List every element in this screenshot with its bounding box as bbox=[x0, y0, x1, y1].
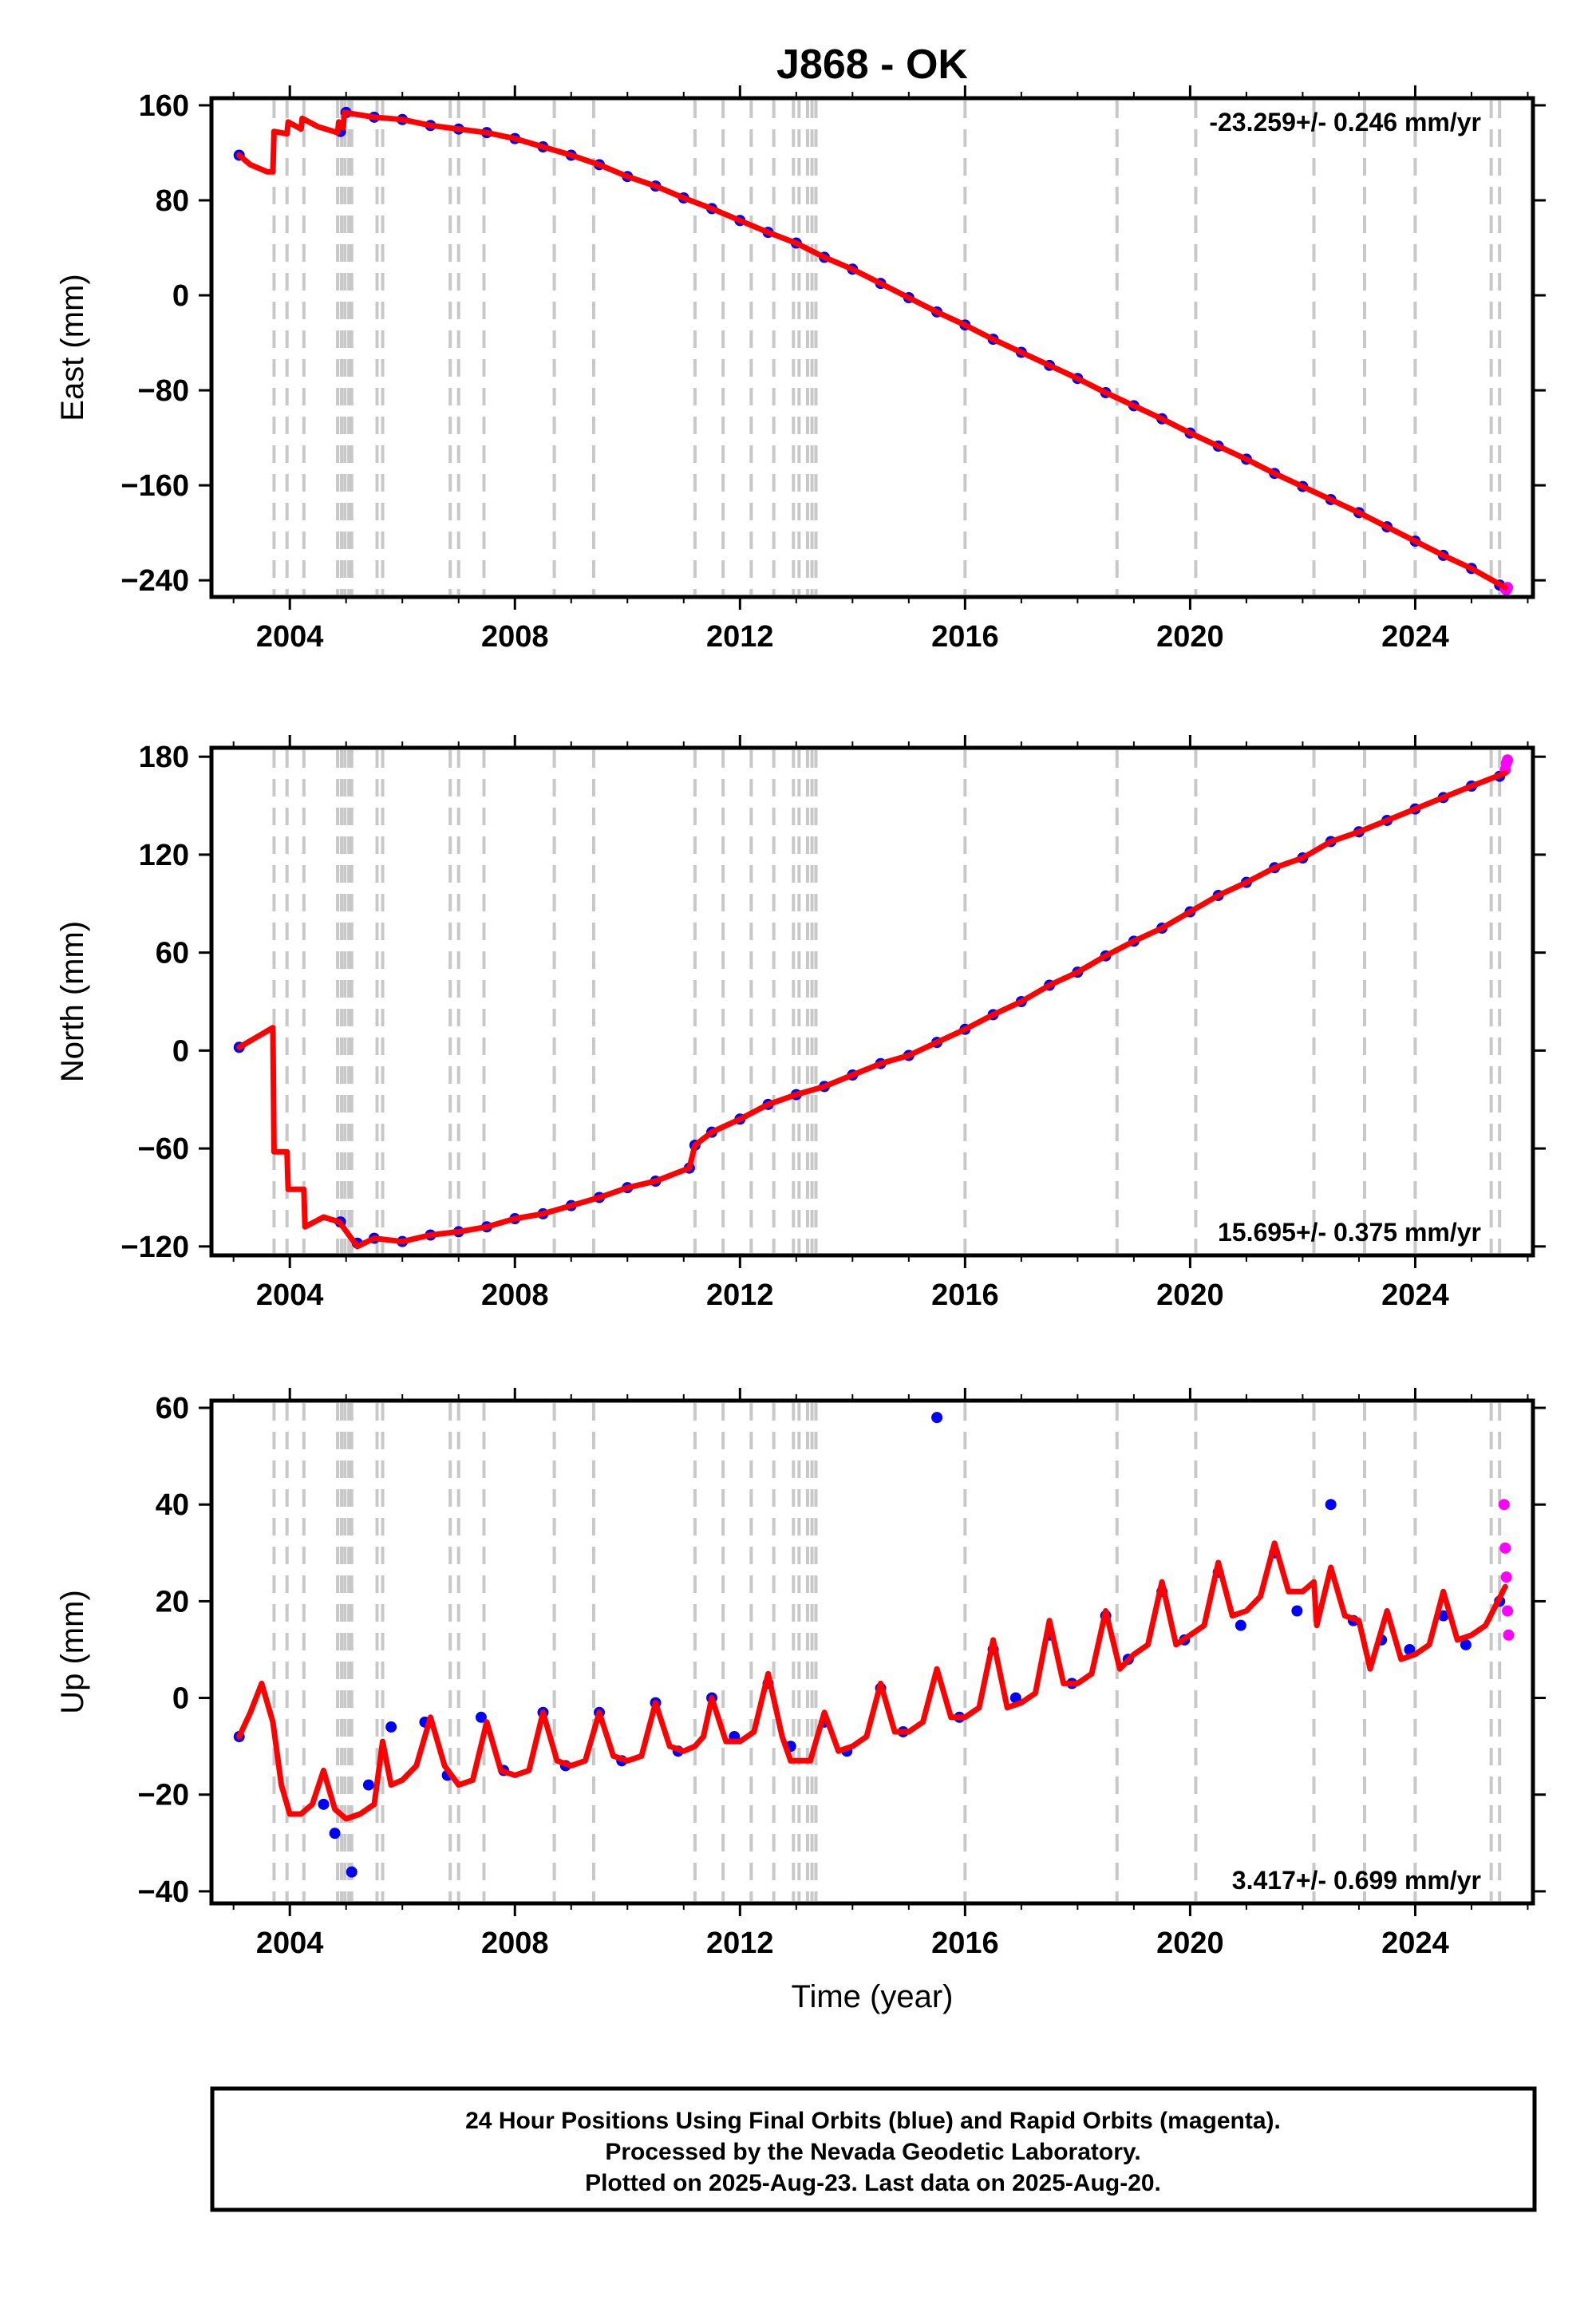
east-xtick-label-5: 2024 bbox=[1381, 620, 1449, 654]
north-xtick-label-4: 2020 bbox=[1156, 1279, 1224, 1312]
up-ytick-label-1: 40 bbox=[156, 1488, 189, 1522]
east-ytick-label-5: −240 bbox=[120, 564, 189, 598]
up-final-point-2 bbox=[329, 1828, 341, 1840]
east-panel: 2004 2008 2012 2016 2020 2024 160 80 0 −80 −160 −24… bbox=[55, 85, 1546, 654]
up-xtick-label-3: 2016 bbox=[931, 1927, 999, 1960]
up-rapid-point-0 bbox=[1498, 1499, 1510, 1511]
up-final-point-43 bbox=[1460, 1638, 1472, 1650]
up-model-line bbox=[236, 1540, 1508, 1822]
up-frame bbox=[209, 1398, 1535, 1906]
north-xtick-label-3: 2016 bbox=[931, 1279, 999, 1312]
north-ytick-label-3: 0 bbox=[172, 1034, 189, 1068]
north-panel: 2004 2008 2012 2016 2020 2024 180 120 60 0 −60 −120… bbox=[55, 735, 1546, 1312]
north-ytick-label-4: −60 bbox=[138, 1132, 189, 1166]
up-final-point-8 bbox=[475, 1711, 487, 1723]
up-final-point-27 bbox=[1009, 1692, 1021, 1704]
up-rate-label: 3.417+/- 0.699 mm/yr bbox=[1232, 1866, 1481, 1895]
up-final-point-24 bbox=[931, 1412, 943, 1424]
up-rapid-point-3 bbox=[1502, 1605, 1514, 1617]
footer-frame bbox=[210, 2086, 1537, 2212]
figure-title: J868 - OK bbox=[776, 41, 968, 88]
up-final-point-5 bbox=[385, 1721, 397, 1733]
north-xtick-label-2: 2012 bbox=[706, 1279, 774, 1312]
east-xtick-label-4: 2020 bbox=[1156, 620, 1224, 654]
north-ytick-label-0: 180 bbox=[139, 741, 189, 774]
north-ytick-label-5: −120 bbox=[120, 1231, 189, 1264]
up-final-point-37 bbox=[1291, 1605, 1303, 1617]
up-final-point-4 bbox=[362, 1779, 374, 1791]
up-final-point-41 bbox=[1404, 1643, 1416, 1655]
east-ytick-label-4: −160 bbox=[120, 469, 189, 503]
east-ytick-label-2: 0 bbox=[172, 279, 189, 313]
up-ytick-label-5: −40 bbox=[138, 1875, 189, 1909]
east-xtick-label-0: 2004 bbox=[256, 620, 324, 654]
east-rate-label: -23.259+/- 0.246 mm/yr bbox=[1209, 108, 1481, 136]
east-y-axis-label: East (mm) bbox=[55, 274, 90, 421]
up-y-axis-label: Up (mm) bbox=[55, 1590, 90, 1714]
up-final-point-1 bbox=[318, 1798, 330, 1810]
east-xtick-label-2: 2012 bbox=[706, 620, 774, 654]
footer-line-1: 24 Hour Positions Using Final Orbits (bl… bbox=[465, 2108, 1281, 2134]
up-ytick-label-3: 0 bbox=[172, 1682, 189, 1716]
north-y-axis-label: North (mm) bbox=[55, 921, 90, 1082]
east-xtick-label-1: 2008 bbox=[481, 620, 549, 654]
north-xtick-label-0: 2004 bbox=[256, 1279, 324, 1312]
up-final-point-35 bbox=[1235, 1619, 1246, 1631]
up-final-point-3 bbox=[346, 1866, 358, 1878]
north-frame bbox=[209, 745, 1535, 1258]
up-xtick-label-1: 2008 bbox=[481, 1927, 549, 1960]
up-rapid-point-1 bbox=[1499, 1542, 1511, 1554]
up-xtick-label-0: 2004 bbox=[256, 1927, 324, 1960]
footer-line-2: Processed by the Nevada Geodetic Laborat… bbox=[605, 2139, 1140, 2165]
footer-box: 24 Hour Positions Using Final Orbits (bl… bbox=[210, 2086, 1537, 2212]
up-xtick-label-4: 2020 bbox=[1156, 1927, 1224, 1960]
up-panel: 2004 2008 2012 2016 2020 2024 60 40 20 0 −20 −40 Up … bbox=[55, 1388, 1546, 1960]
east-ytick-label-1: 80 bbox=[156, 184, 189, 218]
north-xtick-label-5: 2024 bbox=[1381, 1279, 1449, 1312]
up-ytick-label-4: −20 bbox=[138, 1779, 189, 1812]
x-axis-label: Time (year) bbox=[792, 1979, 954, 2014]
east-ytick-label-3: −80 bbox=[138, 374, 189, 408]
east-xtick-label-3: 2016 bbox=[931, 620, 999, 654]
up-xtick-label-2: 2012 bbox=[706, 1927, 774, 1960]
up-ytick-label-2: 20 bbox=[156, 1585, 189, 1618]
up-rapid-point-4 bbox=[1503, 1629, 1515, 1641]
footer-line-3: Plotted on 2025-Aug-23. Last data on 202… bbox=[585, 2170, 1161, 2196]
up-final-point-38 bbox=[1325, 1499, 1337, 1511]
north-rate-label: 15.695+/- 0.375 mm/yr bbox=[1218, 1218, 1481, 1247]
north-ytick-label-2: 60 bbox=[156, 937, 189, 970]
up-ytick-label-0: 60 bbox=[156, 1392, 189, 1425]
up-xtick-label-5: 2024 bbox=[1381, 1927, 1449, 1960]
up-rapid-point-2 bbox=[1500, 1571, 1512, 1583]
east-model-line bbox=[236, 109, 1508, 591]
north-model-line bbox=[236, 770, 1508, 1250]
east-frame bbox=[209, 96, 1535, 599]
north-xtick-label-1: 2008 bbox=[481, 1279, 549, 1312]
north-rapid-point-2 bbox=[1502, 754, 1514, 766]
east-ytick-label-0: 160 bbox=[139, 89, 189, 123]
north-ytick-label-1: 120 bbox=[139, 839, 189, 872]
